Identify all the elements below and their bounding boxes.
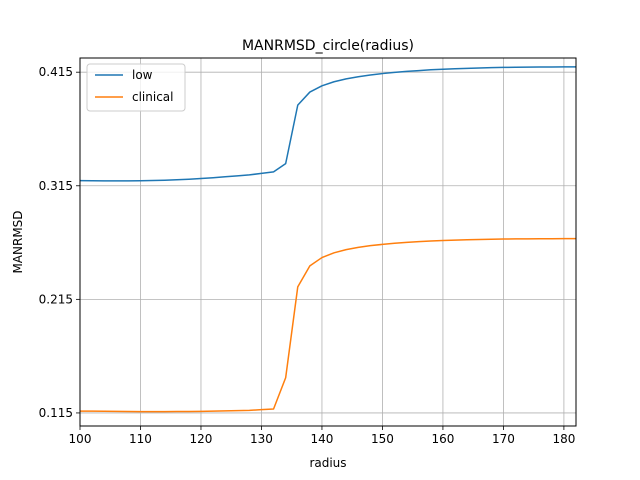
x-tick-label: 100 [69,432,92,446]
x-tick-label: 150 [371,432,394,446]
x-tick-label: 120 [190,432,213,446]
series-line-clinical [80,237,576,413]
x-axis: 100 110 120 130 140 150 160 170 180 [69,426,575,446]
chart-title: MANRMSD_circle(radius) [242,38,414,54]
x-axis-label: radius [309,456,346,470]
grid [79,58,576,426]
x-tick-label: 180 [552,432,575,446]
legend: low clinical [86,63,186,112]
series-line-low [79,66,576,182]
series-layer [79,66,576,413]
y-axis: 0.115 0.215 0.315 0.415 [39,65,80,420]
legend-label-clinical: clinical [132,90,174,104]
x-tick-label: 170 [492,432,515,446]
y-tick-label: 0.115 [39,406,73,420]
y-tick-label: 0.215 [39,292,73,306]
y-tick-label: 0.415 [39,65,73,79]
x-tick-label: 130 [250,432,273,446]
x-tick-label: 110 [129,432,152,446]
x-tick-label: 140 [310,432,333,446]
x-tick-label: 160 [431,432,454,446]
y-tick-label: 0.315 [39,179,73,193]
y-axis-label: MANRMSD [11,210,25,273]
plot-frame [79,57,577,427]
legend-label-low: low [132,68,153,82]
